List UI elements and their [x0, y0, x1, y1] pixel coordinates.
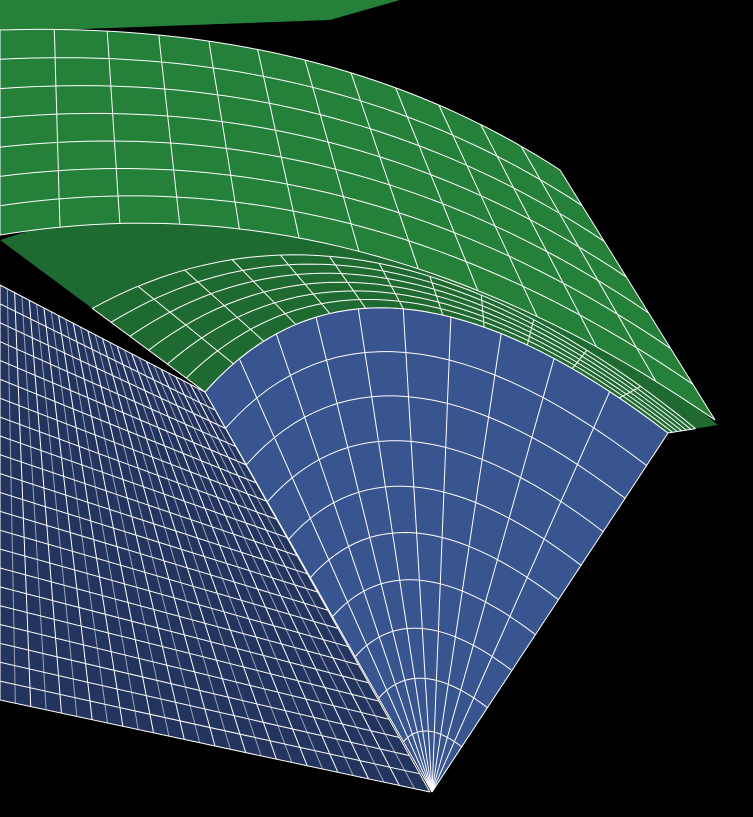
cap-mesh — [0, 28, 716, 421]
fillet-band — [0, 206, 718, 434]
side-face — [0, 284, 431, 793]
fillet-band-mesh — [91, 254, 696, 434]
end-face — [204, 307, 669, 793]
cap-surface — [0, 0, 716, 421]
end-face-mesh — [204, 307, 669, 793]
side-face-mesh — [0, 284, 431, 793]
